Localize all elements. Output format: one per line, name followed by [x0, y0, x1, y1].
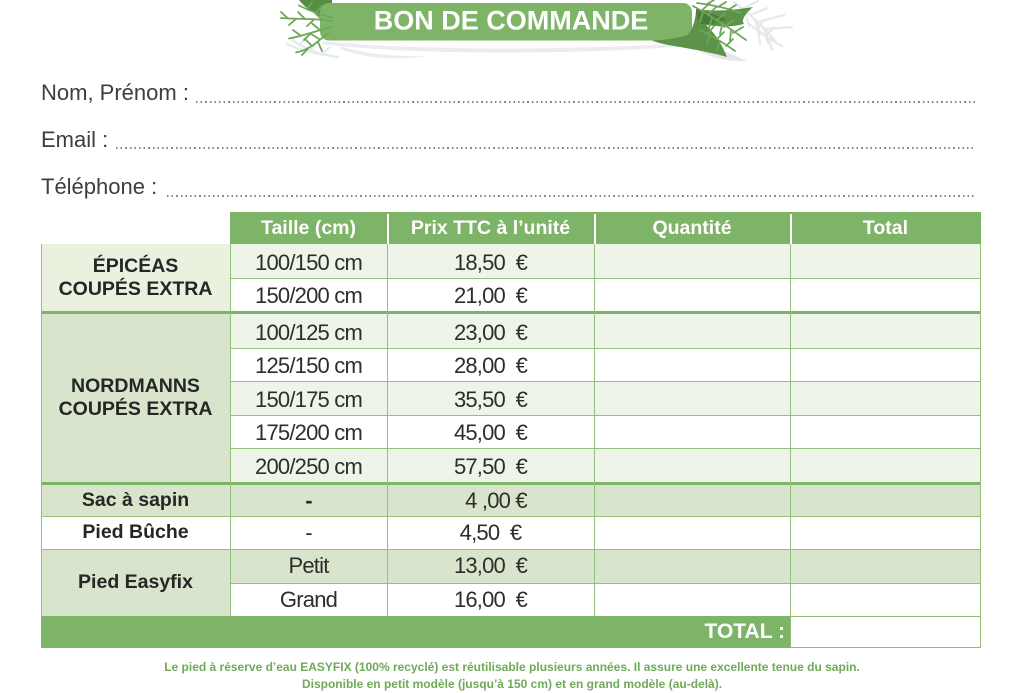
svg-text:BON DE COMMANDE: BON DE COMMANDE — [374, 6, 649, 36]
